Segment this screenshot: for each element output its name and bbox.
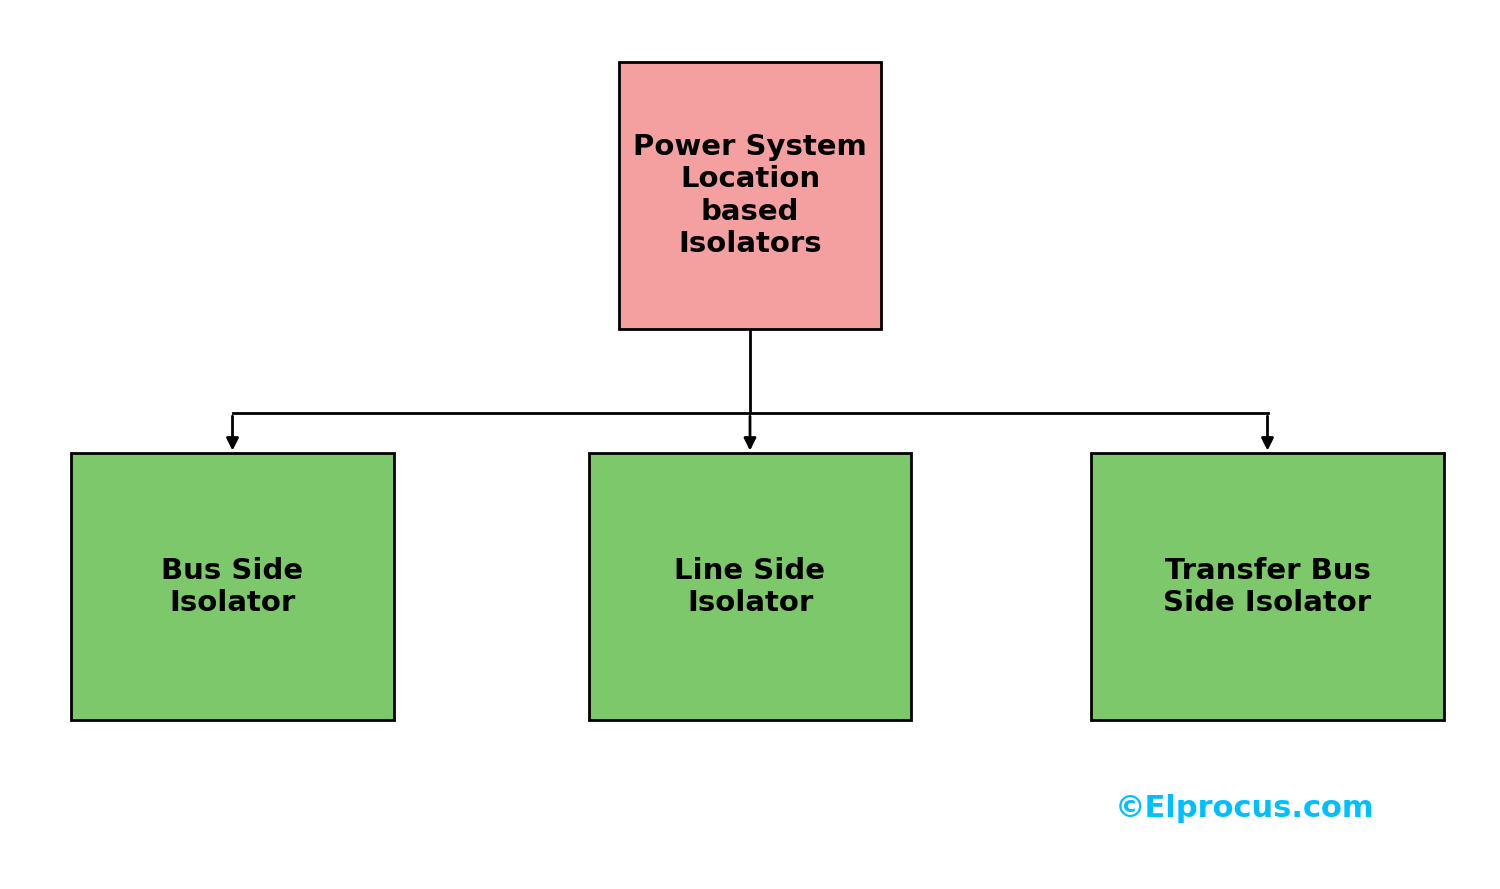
Text: Power System
Location
based
Isolators: Power System Location based Isolators bbox=[633, 133, 867, 258]
Bar bbox=[72, 453, 393, 720]
Text: Bus Side
Isolator: Bus Side Isolator bbox=[162, 557, 303, 617]
Text: Line Side
Isolator: Line Side Isolator bbox=[675, 557, 825, 617]
Bar bbox=[1090, 453, 1443, 720]
Text: ©Elprocus.com: ©Elprocus.com bbox=[1114, 795, 1376, 823]
Bar bbox=[618, 62, 880, 329]
Bar bbox=[588, 453, 910, 720]
Text: Transfer Bus
Side Isolator: Transfer Bus Side Isolator bbox=[1164, 557, 1371, 617]
